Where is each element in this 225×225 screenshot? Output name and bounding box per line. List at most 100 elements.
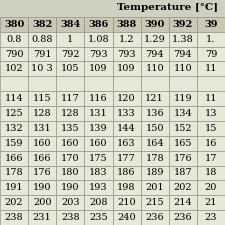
Bar <box>56 136 84 151</box>
Bar <box>169 180 197 195</box>
Text: 79: 79 <box>205 50 217 58</box>
Bar <box>197 91 225 106</box>
Text: 133: 133 <box>117 109 136 118</box>
Bar <box>197 32 225 47</box>
Bar <box>84 76 112 91</box>
Bar <box>112 210 141 225</box>
Bar <box>141 76 169 91</box>
Bar <box>28 136 56 151</box>
Bar <box>112 76 141 91</box>
Bar <box>56 121 84 136</box>
Text: 163: 163 <box>117 139 136 148</box>
Text: 18: 18 <box>205 169 217 178</box>
Text: 120: 120 <box>117 94 136 103</box>
Bar <box>56 210 84 225</box>
Bar <box>141 195 169 210</box>
Bar <box>28 166 56 180</box>
Text: 231: 231 <box>33 213 52 222</box>
Bar <box>169 91 197 106</box>
Text: 1.29: 1.29 <box>144 35 166 44</box>
Bar <box>28 121 56 136</box>
Bar <box>84 151 112 166</box>
Bar <box>169 210 197 225</box>
Bar <box>169 32 197 47</box>
Bar <box>112 47 141 61</box>
Text: 17: 17 <box>205 154 217 163</box>
Text: 121: 121 <box>145 94 164 103</box>
Text: 166: 166 <box>5 154 23 163</box>
Text: 177: 177 <box>117 154 136 163</box>
Text: 102: 102 <box>5 64 23 73</box>
Bar <box>169 17 197 32</box>
Text: 183: 183 <box>89 169 108 178</box>
Bar <box>56 61 84 76</box>
Text: 201: 201 <box>145 183 164 192</box>
Text: 1.08: 1.08 <box>88 35 109 44</box>
Bar <box>0 17 28 32</box>
Text: 215: 215 <box>145 198 164 207</box>
Text: 236: 236 <box>173 213 192 222</box>
Bar <box>112 136 141 151</box>
Text: 166: 166 <box>33 154 52 163</box>
Bar <box>28 210 56 225</box>
Text: 16: 16 <box>205 139 217 148</box>
Text: 109: 109 <box>117 64 136 73</box>
Text: 203: 203 <box>61 198 80 207</box>
Bar <box>169 136 197 151</box>
Text: 1.2: 1.2 <box>119 35 134 44</box>
Bar <box>112 121 141 136</box>
Bar <box>141 47 169 61</box>
Bar <box>56 166 84 180</box>
Bar <box>169 121 197 136</box>
Bar <box>112 91 141 106</box>
Bar <box>197 166 225 180</box>
Bar <box>56 76 84 91</box>
Bar <box>112 195 141 210</box>
Bar <box>84 195 112 210</box>
Text: 202: 202 <box>173 183 192 192</box>
Text: Temperature [°C]: Temperature [°C] <box>117 2 218 11</box>
Text: 10 3: 10 3 <box>31 64 53 73</box>
Bar <box>0 136 28 151</box>
Text: 125: 125 <box>5 109 23 118</box>
Text: 193: 193 <box>89 183 108 192</box>
Text: 214: 214 <box>173 198 192 207</box>
Bar <box>56 91 84 106</box>
Bar <box>0 76 28 91</box>
Text: 187: 187 <box>173 169 192 178</box>
Text: 178: 178 <box>145 154 164 163</box>
Text: 202: 202 <box>5 198 23 207</box>
Text: 210: 210 <box>117 198 136 207</box>
Bar <box>56 32 84 47</box>
Bar <box>141 91 169 106</box>
Text: 386: 386 <box>88 20 108 29</box>
Bar <box>141 32 169 47</box>
Text: 110: 110 <box>173 64 192 73</box>
Text: 160: 160 <box>33 139 52 148</box>
Text: 165: 165 <box>173 139 192 148</box>
Bar <box>141 180 169 195</box>
Bar <box>0 166 28 180</box>
Bar <box>56 151 84 166</box>
Bar <box>141 121 169 136</box>
Text: 150: 150 <box>145 124 164 133</box>
Text: 116: 116 <box>89 94 108 103</box>
Text: 160: 160 <box>61 139 80 148</box>
Bar <box>197 121 225 136</box>
Text: 23: 23 <box>205 213 217 222</box>
Bar <box>141 166 169 180</box>
Bar <box>0 195 28 210</box>
Text: 191: 191 <box>5 183 23 192</box>
Text: 388: 388 <box>117 20 137 29</box>
Text: 791: 791 <box>33 50 52 58</box>
Text: 1: 1 <box>67 35 73 44</box>
Text: 189: 189 <box>145 169 164 178</box>
Text: 235: 235 <box>89 213 108 222</box>
Text: 190: 190 <box>61 183 80 192</box>
Bar <box>28 106 56 121</box>
Text: 139: 139 <box>89 124 108 133</box>
Text: 128: 128 <box>61 109 80 118</box>
Bar <box>197 106 225 121</box>
Text: 105: 105 <box>61 64 80 73</box>
Text: 115: 115 <box>33 94 52 103</box>
